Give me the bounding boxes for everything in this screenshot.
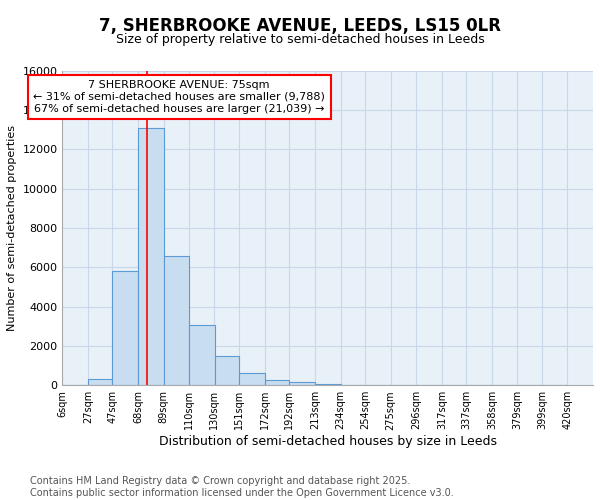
X-axis label: Distribution of semi-detached houses by size in Leeds: Distribution of semi-detached houses by … xyxy=(159,435,497,448)
Bar xyxy=(215,356,239,385)
Bar xyxy=(239,373,265,385)
Bar xyxy=(88,379,112,385)
Bar xyxy=(138,128,164,385)
Y-axis label: Number of semi-detached properties: Number of semi-detached properties xyxy=(7,125,17,331)
Text: Contains HM Land Registry data © Crown copyright and database right 2025.
Contai: Contains HM Land Registry data © Crown c… xyxy=(30,476,454,498)
Bar xyxy=(164,256,190,385)
Text: 7, SHERBROOKE AVENUE, LEEDS, LS15 0LR: 7, SHERBROOKE AVENUE, LEEDS, LS15 0LR xyxy=(99,18,501,36)
Bar xyxy=(265,380,289,385)
Bar xyxy=(190,325,215,385)
Text: Size of property relative to semi-detached houses in Leeds: Size of property relative to semi-detach… xyxy=(116,32,484,46)
Bar xyxy=(289,382,315,385)
Bar xyxy=(315,384,341,385)
Text: 7 SHERBROOKE AVENUE: 75sqm
← 31% of semi-detached houses are smaller (9,788)
67%: 7 SHERBROOKE AVENUE: 75sqm ← 31% of semi… xyxy=(33,80,325,114)
Bar xyxy=(112,271,138,385)
